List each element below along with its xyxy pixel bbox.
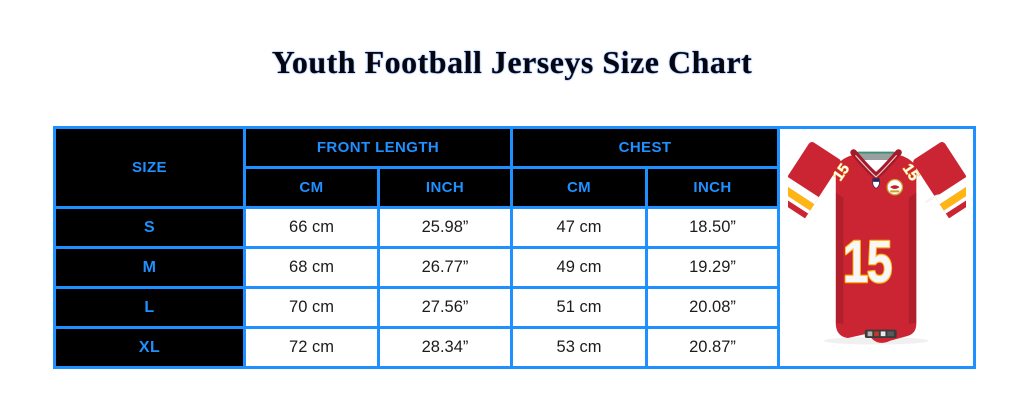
chest-inch-value: 18.50” (645, 206, 781, 249)
front-inch-value: 28.34” (376, 326, 514, 369)
chiefs-logo-patch (885, 178, 903, 196)
front-inch-value: 27.56” (376, 286, 514, 329)
unit-header-chest-inch: INCH (645, 166, 781, 209)
size-chart: SIZE FRONT LENGTH CHEST (53, 126, 977, 369)
front-inch-value: 25.98” (376, 206, 514, 249)
collar-piping (854, 154, 897, 178)
nike-swoosh-icon (924, 193, 939, 203)
svg-text:15: 15 (842, 229, 891, 295)
side-panel-left (835, 192, 843, 324)
size-chart-table: SIZE FRONT LENGTH CHEST (53, 126, 977, 369)
jock-tag (864, 329, 897, 338)
size-cell-xl: XL (53, 326, 246, 369)
chest-cm-value: 51 cm (510, 286, 649, 329)
front-inch-value: 26.77” (376, 246, 514, 289)
front-cm-value: 70 cm (243, 286, 380, 329)
chest-cm-value: 49 cm (510, 246, 649, 289)
football-jersey-graphic: 15 15 15 (787, 141, 966, 345)
table-row-s: S 66 cm 25.98” 47 cm 18.50” (53, 206, 975, 249)
collar-inner-stripe (856, 151, 895, 154)
jersey-right-sleeve (912, 141, 966, 218)
size-cell-s: S (53, 206, 246, 249)
jersey-image: 15 15 15 (777, 126, 977, 369)
column-header-size: SIZE (53, 126, 246, 209)
jersey-left-sleeve (787, 141, 841, 218)
collar-inner-tape (856, 152, 895, 160)
side-panel-right (908, 192, 916, 324)
chest-inch-value: 20.08” (645, 286, 781, 329)
unit-header-front-cm: CM (243, 166, 380, 209)
jersey-torso (835, 153, 916, 343)
front-cm-value: 66 cm (243, 206, 380, 249)
size-cell-m: M (53, 246, 246, 289)
page-title: Youth Football Jerseys Size Chart (271, 44, 753, 80)
header-row-groups: SIZE FRONT LENGTH CHEST (53, 126, 977, 369)
table-row-m: M 68 cm 26.77” 49 cm 19.29” (53, 246, 975, 289)
chest-inch-value: 20.87” (645, 326, 781, 369)
table-row-l: L 70 cm 27.56” 51 cm 20.08” (53, 286, 975, 329)
header-row-units: CM INCH CM INCH (55, 166, 975, 209)
chest-cm-value: 47 cm (510, 206, 649, 249)
nfl-shield-icon (871, 177, 880, 189)
table-row-xl: XL 72 cm 28.34” 53 cm 20.87” (53, 326, 975, 369)
front-cm-value: 68 cm (243, 246, 380, 289)
unit-header-chest-cm: CM (510, 166, 649, 209)
chest-cm-value: 53 cm (510, 326, 649, 369)
column-header-chest: CHEST (510, 126, 781, 169)
front-cm-value: 72 cm (243, 326, 380, 369)
column-header-front-length: FRONT LENGTH (242, 126, 514, 169)
unit-header-front-inch: INCH (376, 166, 514, 209)
size-cell-l: L (53, 286, 246, 329)
jersey-chest-number: 15 (841, 228, 894, 296)
chest-inch-value: 19.29” (645, 246, 781, 289)
